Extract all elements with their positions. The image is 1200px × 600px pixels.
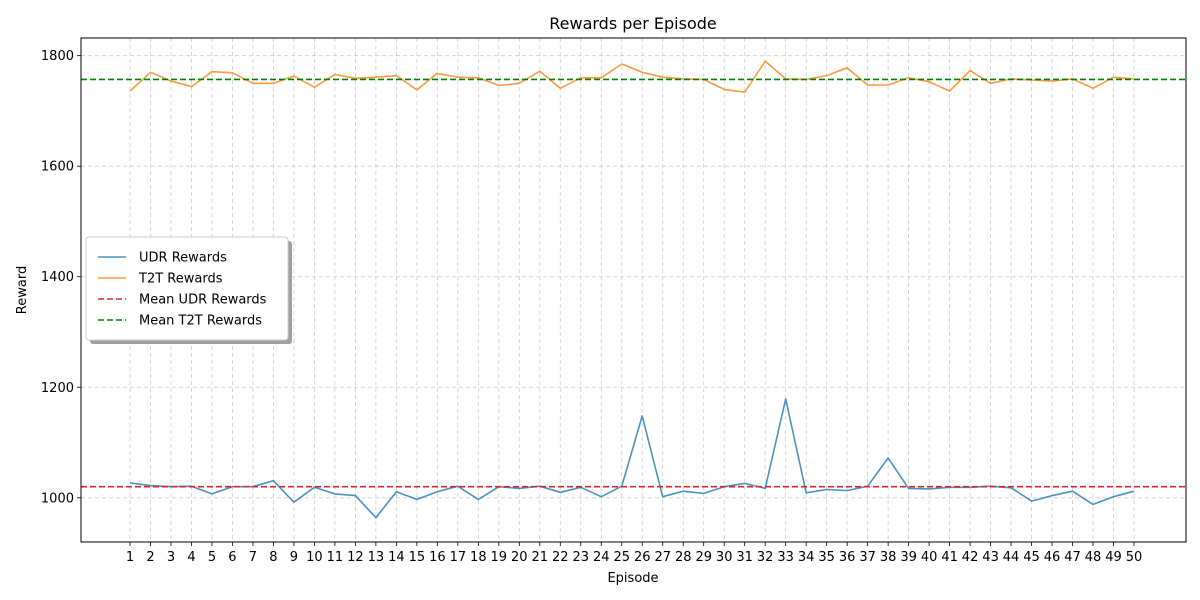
x-tick-label: 36 — [839, 550, 856, 565]
x-tick-label: 27 — [654, 550, 671, 565]
legend-box — [85, 236, 289, 341]
x-tick-label: 8 — [269, 550, 277, 565]
y-axis-label: Reward — [15, 266, 30, 314]
x-tick-label: 9 — [290, 550, 298, 565]
chart-title: Rewards per Episode — [549, 14, 717, 33]
x-tick-label: 25 — [613, 550, 630, 565]
y-tick-label: 1200 — [41, 381, 74, 396]
x-tick-label: 37 — [859, 550, 876, 565]
y-tick-label: 1400 — [41, 270, 74, 285]
x-tick-label: 46 — [1044, 550, 1061, 565]
x-tick-label: 20 — [511, 550, 528, 565]
x-tick-label: 6 — [228, 550, 236, 565]
x-tick-label: 12 — [347, 550, 364, 565]
x-tick-label: 33 — [777, 550, 794, 565]
x-tick-label: 1 — [126, 550, 134, 565]
x-axis-label: Episode — [607, 571, 658, 586]
x-axis-ticks: 1 2 3 4 5 6 7 8 9 10 11 12 13 14 15 16 17 18 19 20 21 22 23 24 2… — [126, 542, 1142, 565]
x-tick-label: 23 — [573, 550, 590, 565]
x-tick-label: 13 — [368, 550, 385, 565]
x-tick-label: 40 — [921, 550, 938, 565]
x-tick-label: 29 — [695, 550, 712, 565]
t2t-rewards-line — [129, 60, 1135, 93]
x-tick-label: 47 — [1064, 550, 1081, 565]
udr-rewards-line — [129, 398, 1135, 519]
x-tick-label: 45 — [1023, 550, 1040, 565]
x-tick-label: 28 — [675, 550, 692, 565]
y-tick-label: 1800 — [41, 49, 74, 64]
x-tick-label: 16 — [429, 550, 446, 565]
x-tick-label: 10 — [306, 550, 323, 565]
x-tick-label: 50 — [1126, 550, 1143, 565]
x-tick-label: 30 — [716, 550, 733, 565]
x-tick-label: 32 — [757, 550, 774, 565]
legend-label-udr-rewards: UDR Rewards — [139, 251, 227, 266]
x-tick-label: 5 — [208, 550, 216, 565]
x-tick-label: 2 — [146, 550, 154, 565]
legend-label-mean-udr-rewards: Mean UDR Rewards — [139, 293, 267, 308]
x-tick-label: 11 — [327, 550, 344, 565]
x-tick-label: 44 — [1003, 550, 1020, 565]
x-tick-label: 49 — [1105, 550, 1122, 565]
x-tick-label: 24 — [593, 550, 610, 565]
plot-frame — [80, 37, 1187, 543]
x-tick-label: 35 — [818, 550, 835, 565]
x-tick-label: 3 — [167, 550, 175, 565]
y-tick-label: 1000 — [41, 491, 74, 506]
x-tick-label: 14 — [388, 550, 405, 565]
legend: UDR Rewards T2T Rewards Mean UDR Rewards Me… — [85, 236, 292, 344]
x-tick-label: 4 — [187, 550, 195, 565]
x-tick-label: 41 — [941, 550, 958, 565]
x-tick-label: 34 — [798, 550, 815, 565]
x-tick-label: 18 — [470, 550, 487, 565]
x-tick-label: 17 — [450, 550, 467, 565]
x-tick-label: 48 — [1085, 550, 1102, 565]
legend-label-t2t-rewards: T2T Rewards — [138, 272, 223, 287]
legend-label-mean-t2t-rewards: Mean T2T Rewards — [139, 314, 262, 329]
x-tick-label: 42 — [962, 550, 979, 565]
x-tick-label: 26 — [634, 550, 651, 565]
y-tick-label: 1600 — [41, 160, 74, 175]
series-lines — [81, 60, 1186, 519]
x-tick-label: 39 — [900, 550, 917, 565]
y-axis-ticks: 1000 1200 1400 1600 1800 — [41, 49, 81, 506]
x-tick-label: 15 — [409, 550, 426, 565]
x-tick-label: 19 — [491, 550, 508, 565]
x-tick-label: 21 — [532, 550, 549, 565]
x-tick-label: 22 — [552, 550, 569, 565]
x-tick-label: 43 — [982, 550, 999, 565]
x-tick-label: 7 — [249, 550, 257, 565]
x-tick-label: 38 — [880, 550, 897, 565]
x-tick-label: 31 — [736, 550, 753, 565]
